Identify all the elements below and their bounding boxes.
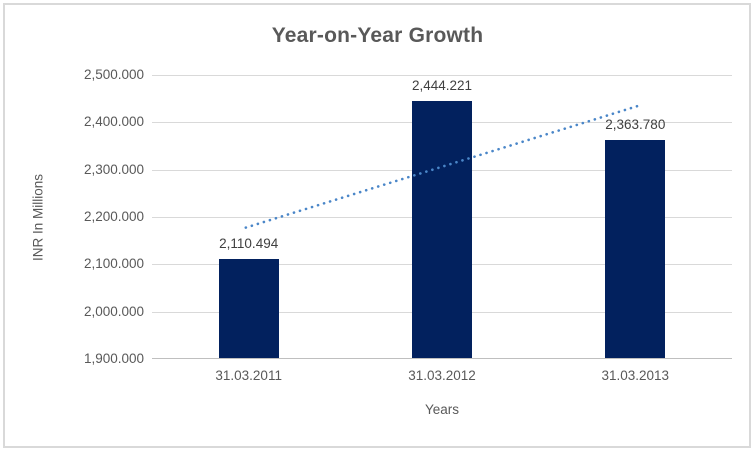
y-axis-tick-label: 1,900.000: [83, 351, 144, 366]
x-axis-title: Years: [424, 402, 460, 417]
chart-border: [3, 3, 751, 448]
chart-title: Year-on-Year Growth: [271, 24, 484, 47]
y-axis-tick-label: 2,300.000: [83, 161, 144, 177]
gridline: [152, 75, 732, 76]
x-axis-line: [152, 358, 732, 359]
bar: [412, 101, 472, 358]
x-axis-tick-label: 31.03.2011: [215, 368, 282, 383]
y-axis-tick-label: 2,100.000: [83, 256, 144, 272]
y-axis-tick-label: 2,200.000: [83, 209, 144, 224]
bar: [218, 259, 279, 358]
bar-data-label: 2,444.221: [411, 78, 473, 94]
y-axis-tick-label: 2,400.000: [83, 114, 144, 130]
y-axis-tick-label: 2,500.000: [83, 67, 144, 82]
y-axis-tick-label: 2,000.000: [83, 303, 144, 319]
bar-data-label: 2,110.494: [219, 236, 279, 252]
bar-data-label: 2,363.780: [605, 116, 666, 132]
bar: [605, 139, 666, 358]
x-axis-tick-label: 31.03.2012: [408, 368, 476, 383]
x-axis-tick-label: 31.03.2013: [601, 368, 670, 383]
